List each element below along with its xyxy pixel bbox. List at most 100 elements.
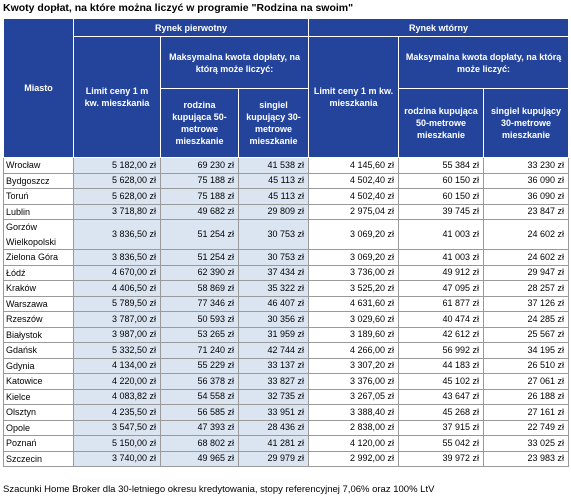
value-cell: 29 979 zł (237, 450, 310, 467)
table-header: Miasto Rynek pierwotny Rynek wtórny Limi… (3, 18, 570, 158)
value-cell: 3 388,40 zł (308, 404, 400, 421)
city-cell: Gdańsk (3, 342, 74, 359)
value-cell: 33 951 zł (237, 404, 310, 421)
value-cell: 56 992 zł (398, 342, 485, 359)
value-cell: 4 406,50 zł (73, 280, 161, 297)
value-cell: 26 188 zł (483, 388, 570, 405)
value-cell: 55 384 zł (398, 157, 485, 174)
value-cell: 58 869 zł (160, 280, 239, 297)
value-cell: 4 266,00 zł (308, 342, 400, 359)
subsidy-table: Miasto Rynek pierwotny Rynek wtórny Limi… (3, 18, 570, 467)
value-cell: 69 230 zł (160, 157, 239, 174)
city-cell: Lublin (3, 203, 74, 220)
table-row: Olsztyn 4 235,50 zł 56 585 zł 33 951 zł 3 38… (3, 404, 570, 421)
value-cell: 3 069,20 zł (308, 219, 400, 250)
value-cell: 49 912 zł (398, 264, 485, 281)
value-cell: 54 558 zł (160, 388, 239, 405)
value-cell: 33 230 zł (483, 157, 570, 174)
value-cell: 4 631,60 zł (308, 295, 400, 312)
value-cell: 37 126 zł (483, 295, 570, 312)
value-cell: 3 787,00 zł (73, 311, 161, 328)
table-row: Kraków 4 406,50 zł 58 869 zł 35 322 zł 3 525… (3, 280, 570, 297)
table-row: Łódź 4 670,00 zł 62 390 zł 37 434 zł 3 736,0… (3, 264, 570, 281)
value-cell: 50 593 zł (160, 311, 239, 328)
table-row: Kielce 4 083,82 zł 54 558 zł 32 735 zł 3 267… (3, 388, 570, 405)
header-cell: singiel kupujący 30-metrowe mieszkanie (483, 88, 570, 158)
city-cell: Warszawa (3, 295, 74, 312)
city-cell: Wrocław (3, 157, 74, 174)
value-cell: 75 188 zł (160, 172, 239, 189)
value-cell: 33 025 zł (483, 435, 570, 452)
value-cell: 23 983 zł (483, 450, 570, 467)
value-cell: 3 740,00 zł (73, 450, 161, 467)
value-cell: 5 628,00 zł (73, 188, 161, 205)
table-row: Szczecin 3 740,00 zł 49 965 zł 29 979 zł 2 9… (3, 450, 570, 467)
value-cell: 3 718,80 zł (73, 203, 161, 220)
header-cell: Limit ceny 1 m kw. mieszkania (308, 36, 400, 158)
value-cell: 4 502,40 zł (308, 188, 400, 205)
value-cell: 31 959 zł (237, 326, 310, 343)
value-cell: 28 257 zł (483, 280, 570, 297)
value-cell: 61 877 zł (398, 295, 485, 312)
header-cell: Rynek pierwotny (72, 18, 310, 37)
value-cell: 62 390 zł (160, 264, 239, 281)
value-cell: 3 547,50 zł (73, 419, 161, 436)
value-cell: 44 183 zł (398, 357, 485, 374)
value-cell: 24 285 zł (483, 311, 570, 328)
table-row: Zielona Góra 3 836,50 zł 51 254 zł 30 753 z… (3, 249, 570, 266)
city-cell: Gdynia (3, 357, 74, 374)
value-cell: 5 789,50 zł (73, 295, 161, 312)
value-cell: 5 150,00 zł (73, 435, 161, 452)
header-cell: rodzina kupująca 50-metrowe mieszkanie (398, 88, 485, 158)
table-row: Gorzów Wielkopolski 3 836,50 zł 51 254 zł 3… (3, 219, 570, 250)
value-cell: 51 254 zł (160, 219, 239, 250)
value-cell: 53 265 zł (160, 326, 239, 343)
value-cell: 2 975,04 zł (308, 203, 400, 220)
header-cell: singiel kupujący 30-metrowe mieszkanie (237, 88, 310, 158)
value-cell: 29 809 zł (237, 203, 310, 220)
city-cell: Toruń (3, 188, 74, 205)
table-row: Opole 3 547,50 zł 47 393 zł 28 436 zł 2 838,… (3, 419, 570, 436)
value-cell: 47 095 zł (398, 280, 485, 297)
value-cell: 37 915 zł (398, 419, 485, 436)
value-cell: 42 744 zł (237, 342, 310, 359)
city-cell: Olsztyn (3, 404, 74, 421)
value-cell: 29 947 zł (483, 264, 570, 281)
value-cell: 41 003 zł (398, 219, 485, 250)
value-cell: 27 161 zł (483, 404, 570, 421)
value-cell: 25 567 zł (483, 326, 570, 343)
value-cell: 2 838,00 zł (308, 419, 400, 436)
table-row: Bydgoszcz 5 628,00 zł 75 188 zł 45 113 zł 4 … (3, 172, 570, 189)
city-cell: Poznań (3, 435, 74, 452)
header-cell: Maksymalna kwota dopłaty, na którą może … (159, 36, 310, 89)
value-cell: 37 434 zł (237, 264, 310, 281)
city-cell: Katowice (3, 373, 74, 390)
value-cell: 3 069,20 zł (308, 249, 400, 266)
value-cell: 24 602 zł (483, 219, 570, 250)
value-cell: 45 113 zł (237, 172, 310, 189)
value-cell: 3 836,50 zł (73, 219, 161, 250)
table-row: Poznań 5 150,00 zł 68 802 zł 41 281 zł 4 120… (3, 435, 570, 452)
table-row: Lublin 3 718,80 zł 49 682 zł 29 809 zł 2 975… (3, 203, 570, 220)
value-cell: 5 182,00 zł (73, 157, 161, 174)
value-cell: 33 827 zł (237, 373, 310, 390)
value-cell: 4 134,00 zł (73, 357, 161, 374)
value-cell: 39 745 zł (398, 203, 485, 220)
city-cell: Kielce (3, 388, 74, 405)
city-cell: Bydgoszcz (3, 172, 74, 189)
table-row: Gdynia 4 134,00 zł 55 229 zł 33 137 zł 3 307… (3, 357, 570, 374)
value-cell: 3 267,05 zł (308, 388, 400, 405)
table-title: Kwoty dopłat, na które można liczyć w pr… (3, 2, 354, 14)
table-row: Białystok 3 987,00 zł 53 265 zł 31 959 zł 3 … (3, 326, 570, 343)
value-cell: 41 538 zł (237, 157, 310, 174)
city-cell: Kraków (3, 280, 74, 297)
value-cell: 26 510 zł (483, 357, 570, 374)
value-cell: 4 235,50 zł (73, 404, 161, 421)
value-cell: 30 753 zł (237, 219, 310, 250)
city-cell: Rzeszów (3, 311, 74, 328)
value-cell: 22 749 zł (483, 419, 570, 436)
value-cell: 49 965 zł (160, 450, 239, 467)
table-row: Rzeszów 3 787,00 zł 50 593 zł 30 356 zł 3 02… (3, 311, 570, 328)
value-cell: 30 356 zł (237, 311, 310, 328)
value-cell: 3 189,60 zł (308, 326, 400, 343)
